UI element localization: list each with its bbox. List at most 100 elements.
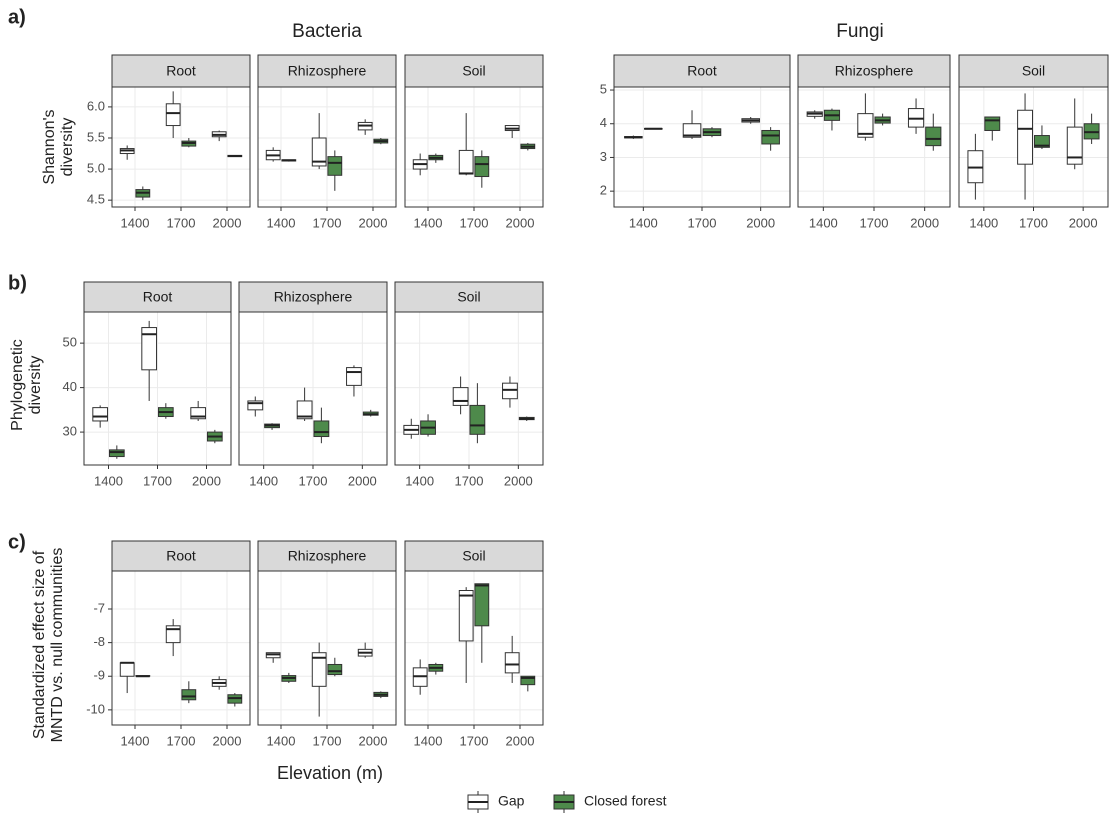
box: [346, 367, 362, 386]
strip-label: Root: [166, 63, 196, 79]
box: [458, 590, 474, 642]
strip-label: Rhizosphere: [274, 289, 353, 305]
panel-border: [613, 86, 791, 208]
strip: [394, 281, 544, 313]
panel-border: [111, 570, 251, 726]
strip: [613, 54, 791, 88]
box: [296, 400, 313, 420]
y-tick-label: 5.0: [87, 161, 105, 176]
box: [520, 675, 536, 686]
box: [1017, 109, 1034, 165]
x-tick-label: 2000: [348, 473, 377, 488]
strip-label: Rhizosphere: [835, 63, 914, 79]
y-tick-label: 2: [600, 183, 607, 198]
x-tick-label: 2000: [504, 473, 533, 488]
box: [469, 404, 486, 435]
box: [925, 126, 942, 147]
x-tick-label: 1400: [121, 215, 150, 230]
x-tick-label: 1700: [860, 215, 889, 230]
y-tick-label: 4.5: [87, 192, 105, 207]
panel-border: [83, 311, 232, 466]
panel-border: [257, 570, 397, 726]
box: [92, 407, 109, 422]
panel-tag: a): [8, 6, 26, 28]
box: [247, 400, 264, 411]
strip: [257, 54, 397, 88]
box: [311, 652, 327, 687]
strip-label: Soil: [462, 548, 485, 564]
panel-border: [404, 86, 544, 208]
x-tick-label: 1700: [143, 473, 172, 488]
x-tick-label: 1700: [313, 733, 342, 748]
strip-label: Soil: [462, 63, 485, 79]
panel-border: [958, 86, 1109, 208]
box: [108, 449, 125, 458]
strip: [257, 540, 397, 572]
y-tick-label: -9: [93, 668, 105, 683]
x-tick-label: 2000: [1069, 215, 1098, 230]
x-tick-label: 2000: [192, 473, 221, 488]
x-tick-label: 1400: [267, 733, 296, 748]
y-tick-label: -8: [93, 634, 105, 649]
y-axis-title: Phylogenetic: [9, 339, 26, 431]
panel-border: [238, 311, 388, 466]
x-tick-label: 2000: [359, 733, 388, 748]
panel-tag: c): [8, 531, 26, 553]
y-tick-label: 4: [600, 115, 607, 130]
legend-label: Closed forest: [584, 793, 667, 809]
box: [474, 583, 490, 627]
panel-border: [404, 570, 544, 726]
strip-label: Rhizosphere: [288, 63, 367, 79]
x-tick-label: 1400: [629, 215, 658, 230]
box: [165, 103, 181, 127]
x-tick-label: 2000: [359, 215, 388, 230]
x-tick-label: 2000: [910, 215, 939, 230]
x-tick-label: 1400: [414, 215, 443, 230]
x-tick-label: 2000: [506, 215, 535, 230]
panel-border: [797, 86, 951, 208]
panel-title: Bacteria: [292, 21, 362, 42]
y-tick-label: 40: [63, 379, 77, 394]
y-tick-label: 50: [63, 335, 77, 350]
strip-label: Soil: [1022, 63, 1045, 79]
x-tick-label: 1700: [299, 473, 328, 488]
x-tick-label: 1700: [460, 215, 489, 230]
box: [190, 407, 207, 420]
strip: [958, 54, 1109, 88]
strip-label: Root: [687, 63, 717, 79]
box: [119, 662, 135, 677]
panel-border: [257, 86, 397, 208]
x-tick-label: 1700: [455, 473, 484, 488]
legend-label: Gap: [498, 793, 525, 809]
x-tick-label: 1400: [809, 215, 838, 230]
y-axis-title: diversity: [27, 356, 44, 415]
strip: [404, 540, 544, 572]
y-tick-label: 6.0: [87, 98, 105, 113]
strip: [111, 540, 251, 572]
y-axis-title: MNTD vs. null communities: [49, 548, 66, 743]
box: [474, 156, 490, 178]
x-tick-label: 2000: [506, 733, 535, 748]
y-tick-label: 3: [600, 149, 607, 164]
panel-border: [111, 86, 251, 208]
x-tick-label: 1400: [249, 473, 278, 488]
strip-label: Root: [166, 548, 196, 564]
panel-title: Fungi: [836, 21, 884, 42]
x-tick-label: 1700: [167, 733, 196, 748]
x-tick-label: 2000: [213, 733, 242, 748]
box: [327, 156, 343, 176]
panel-border: [394, 311, 544, 466]
box: [502, 382, 518, 400]
x-tick-label: 1700: [688, 215, 717, 230]
x-tick-label: 1400: [121, 733, 150, 748]
x-tick-label: 2000: [213, 215, 242, 230]
box: [327, 663, 343, 676]
y-tick-label: -7: [93, 600, 105, 615]
panel-tag: b): [8, 272, 27, 294]
box: [458, 149, 474, 175]
y-tick-label: 30: [63, 424, 77, 439]
y-tick-label: 5.5: [87, 129, 105, 144]
x-tick-label: 1400: [267, 215, 296, 230]
strip-label: Rhizosphere: [288, 548, 367, 564]
